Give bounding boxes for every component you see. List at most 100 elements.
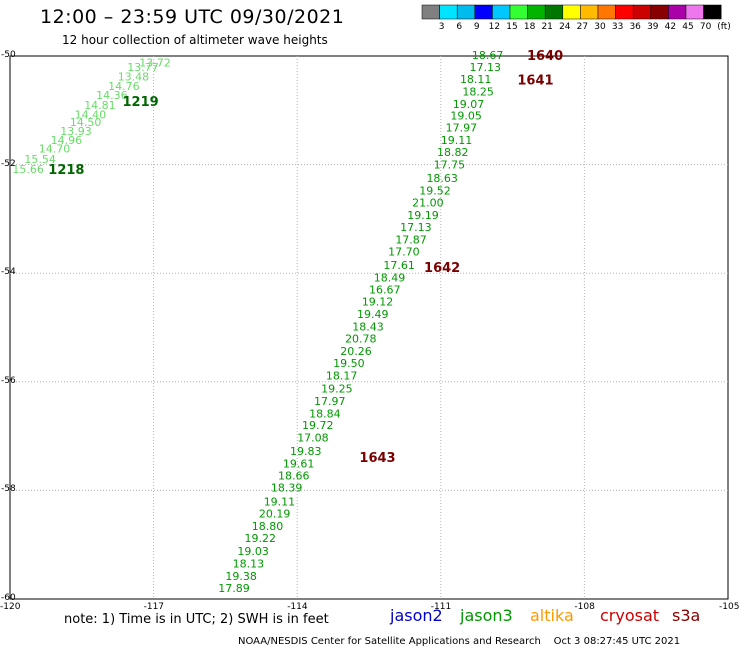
map-panel[interactable]: 18.6717.1318.1118.2519.0719.0517.9719.11… [0, 0, 740, 620]
color-scale-unit: (ft) [717, 22, 731, 32]
wave-height-label: 16.67 [369, 283, 401, 296]
wave-height-label: 17.97 [314, 395, 346, 408]
wave-height-label: 14.40 [75, 109, 107, 122]
color-scale-tick: 15 [506, 22, 518, 32]
pass-number-label: 1643 [359, 451, 395, 466]
color-scale-tick: 45 [682, 22, 694, 32]
wave-height-label: 15.66 [12, 163, 44, 176]
timestamp: Oct 3 08:27:45 UTC 2021 [553, 636, 681, 647]
wave-height-label: 19.12 [362, 295, 394, 308]
wave-height-label: 19.52 [419, 185, 451, 198]
color-scale-bar [421, 4, 722, 20]
wave-height-label: 19.61 [283, 457, 315, 470]
wave-height-label: 17.13 [470, 61, 502, 74]
pass-number-label: 1642 [424, 261, 460, 276]
color-scale-tick: 33 [611, 22, 624, 32]
pass-number-label: 1641 [517, 73, 553, 88]
wave-height-label: 19.05 [450, 110, 482, 123]
wave-height-label: 19.72 [302, 419, 334, 432]
lon-tick-label: -114 [287, 602, 308, 612]
wave-height-label: 14.76 [108, 80, 140, 93]
color-scale-tick: 39 [647, 22, 659, 32]
color-scale-tick: 12 [488, 22, 501, 32]
color-scale-tick: 70 [699, 22, 712, 32]
wave-height-label: 21.00 [412, 197, 444, 210]
wave-height-label: 17.70 [388, 245, 420, 258]
wave-height-label: 17.08 [297, 432, 329, 445]
wave-height-label: 17.89 [218, 582, 250, 595]
map-frame [9, 55, 729, 600]
mission-jason2: jason2 [390, 606, 443, 625]
pass-number-label: 1218 [48, 163, 84, 178]
wave-height-label: 18.82 [437, 146, 469, 159]
wave-height-label: 17.87 [395, 234, 427, 247]
wave-height-label: 19.25 [321, 382, 353, 395]
page-subtitle: 12 hour collection of altimeter wave hei… [62, 33, 328, 47]
wave-height-label: 13.48 [118, 71, 150, 84]
wave-height-label: 14.96 [51, 134, 83, 147]
wave-height-label: 19.19 [407, 209, 439, 222]
wave-height-label: 20.78 [345, 332, 377, 345]
pass-number-label: 1219 [122, 95, 158, 110]
wave-height-label: 13.77 [127, 61, 159, 74]
wave-height-label: 13.72 [139, 57, 171, 70]
wave-height-label: 17.61 [383, 259, 415, 272]
lat-tick-label: -50 [1, 50, 16, 60]
graticule [10, 56, 728, 599]
color-scale-tick: 30 [594, 22, 606, 32]
color-scale-tick: 18 [523, 22, 536, 32]
wave-height-label: 13.93 [60, 125, 91, 138]
color-scale-tick: 21 [541, 22, 553, 32]
lon-tick-label: -120 [0, 602, 21, 612]
wave-height-label: 18.80 [252, 520, 284, 533]
color-scale-tick: 27 [576, 22, 589, 32]
lat-tick-label: -60 [1, 593, 16, 603]
lat-tick-label: -52 [1, 158, 16, 169]
wave-height-label: 18.39 [271, 482, 303, 495]
lat-tick-label: -54 [1, 267, 16, 278]
wave-height-label: 17.75 [434, 159, 466, 172]
credit-line: NOAA/NESDIS Center for Satellite Applica… [238, 636, 680, 647]
altimeter-tracks: 18.6717.1318.1118.2519.0719.0517.9719.11… [12, 49, 503, 595]
pass-labels: 1640 1641 1642 1643 1219 1218 [48, 49, 563, 466]
credit-text: NOAA/NESDIS Center for Satellite Applica… [238, 636, 541, 647]
wave-height-label: 19.83 [290, 445, 322, 458]
page-title: 12:00 – 23:59 UTC 09/30/2021 [40, 6, 345, 28]
mission-s3a: s3a [672, 606, 701, 625]
wave-height-label: 19.38 [225, 570, 257, 583]
wave-height-label: 14.70 [39, 142, 71, 155]
wave-height-label: 17.13 [400, 221, 432, 234]
color-scale-tick: 9 [473, 22, 480, 32]
wave-height-label: 18.13 [233, 558, 265, 571]
lat-tick-label: -56 [1, 375, 16, 386]
wave-height-label: 18.63 [426, 172, 458, 185]
lon-tick-label: -117 [143, 602, 165, 612]
wave-height-label: 19.50 [333, 357, 365, 370]
wave-height-label: 18.17 [326, 369, 358, 382]
wave-height-label: 19.07 [453, 98, 485, 111]
color-scale-swatch [703, 4, 722, 20]
wave-height-label: 17.97 [446, 122, 478, 135]
wave-height-label: 15.54 [24, 153, 56, 166]
wave-height-label: 18.66 [278, 470, 310, 483]
lon-tick-label: -111 [430, 602, 452, 612]
wave-height-label: 20.26 [340, 345, 372, 358]
wave-height-label: 18.11 [460, 73, 492, 86]
color-scale-tick: 6 [456, 22, 463, 32]
mission-jason3: jason3 [460, 606, 513, 625]
color-scale-tick: 24 [559, 22, 571, 32]
lon-tick-label: -105 [719, 602, 740, 612]
wave-height-label: 19.49 [357, 308, 389, 321]
wave-height-label: 14.81 [84, 99, 116, 112]
wave-height-label: 19.11 [441, 134, 473, 147]
lat-tick-label: -58 [1, 484, 16, 495]
color-scale-tick: 42 [664, 22, 677, 32]
mission-cryosat: cryosat [600, 606, 660, 625]
color-scale-tick: 36 [629, 22, 641, 32]
wave-height-label: 18.43 [352, 320, 384, 333]
wave-height-label: 18.67 [472, 49, 504, 62]
wave-height-label: 19.22 [245, 532, 277, 545]
wave-height-label: 18.84 [309, 407, 341, 420]
wave-height-label: 18.49 [374, 272, 406, 285]
lon-tick-label: -108 [574, 602, 595, 612]
